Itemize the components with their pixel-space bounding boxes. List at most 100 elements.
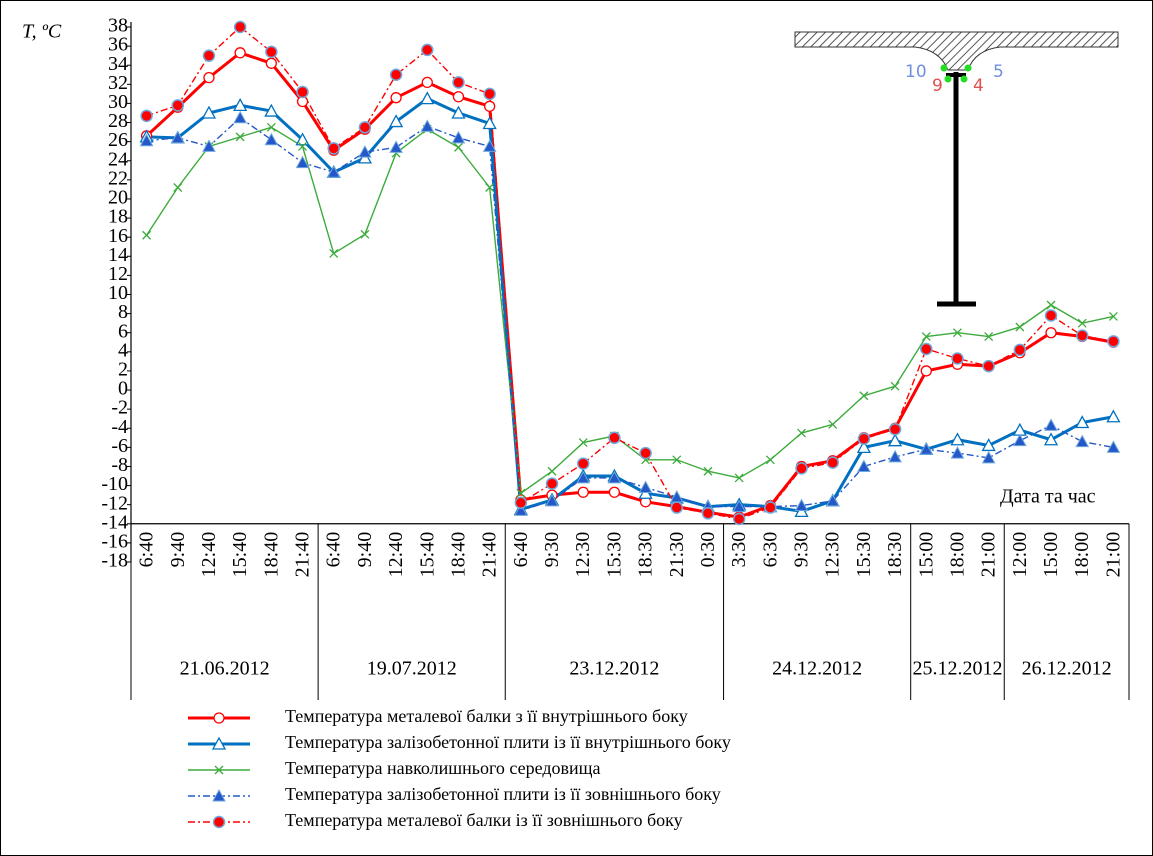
x-tick-label: 18:00 bbox=[1071, 532, 1093, 578]
marker bbox=[703, 466, 713, 476]
marker bbox=[608, 486, 621, 498]
x-tick-label: 15:30 bbox=[603, 532, 625, 578]
marker bbox=[202, 49, 216, 62]
marker bbox=[732, 499, 746, 513]
y-tick-label: 10 bbox=[108, 282, 128, 304]
marker bbox=[576, 470, 591, 484]
series-line bbox=[146, 126, 1114, 495]
marker bbox=[171, 99, 185, 112]
marker bbox=[388, 114, 404, 128]
marker bbox=[452, 91, 465, 103]
diagram-label: 10 bbox=[905, 62, 927, 82]
marker bbox=[421, 43, 434, 57]
marker bbox=[828, 419, 838, 429]
x-tick-label: 12:40 bbox=[385, 532, 407, 578]
marker bbox=[984, 332, 994, 341]
marker bbox=[202, 139, 216, 152]
marker bbox=[1077, 318, 1087, 328]
y-tick-label: 6 bbox=[118, 320, 128, 342]
marker bbox=[856, 439, 872, 454]
y-axis-label: T, ºC bbox=[22, 21, 62, 43]
marker bbox=[514, 496, 528, 510]
marker bbox=[1012, 433, 1027, 447]
marker bbox=[140, 109, 153, 123]
y-tick-label: 22 bbox=[108, 167, 128, 189]
marker bbox=[547, 466, 557, 476]
x-tick-label: 9:30 bbox=[791, 532, 813, 568]
marker bbox=[887, 433, 903, 447]
group-label: 26.12.2012 bbox=[1022, 658, 1112, 680]
marker bbox=[201, 105, 217, 119]
marker bbox=[452, 76, 465, 89]
marker bbox=[890, 381, 900, 391]
marker bbox=[389, 140, 403, 153]
marker bbox=[797, 428, 806, 438]
x-tick-label: 6:40 bbox=[510, 532, 532, 568]
marker bbox=[951, 352, 964, 365]
y-tick-label: 14 bbox=[108, 244, 128, 266]
marker bbox=[981, 438, 996, 452]
x-tick-label: 6:40 bbox=[136, 532, 158, 568]
marker bbox=[888, 449, 902, 463]
marker bbox=[672, 455, 682, 465]
y-tick-label: 36 bbox=[108, 34, 128, 56]
marker bbox=[213, 712, 225, 724]
beam-diagram bbox=[794, 31, 1119, 307]
marker bbox=[264, 103, 279, 117]
marker bbox=[214, 765, 224, 775]
x-tick-label: 15:00 bbox=[1040, 532, 1062, 578]
y-tick-label: 38 bbox=[108, 15, 128, 37]
marker bbox=[482, 139, 497, 152]
x-tick-label: 18:00 bbox=[946, 532, 968, 578]
marker bbox=[514, 503, 528, 516]
marker bbox=[233, 110, 247, 124]
y-tick-label: -4 bbox=[111, 416, 128, 438]
marker bbox=[670, 501, 684, 514]
marker bbox=[701, 507, 715, 520]
x-tick-label: 15:30 bbox=[853, 532, 875, 578]
x-tick-label: 9:30 bbox=[541, 532, 563, 568]
x-tick-label: 9:40 bbox=[354, 532, 376, 568]
legend-label: Температура металевої балки із її зовніш… bbox=[285, 810, 683, 830]
group-label: 21.06.2012 bbox=[180, 658, 270, 680]
marker bbox=[545, 477, 559, 490]
marker bbox=[1015, 322, 1025, 332]
marker bbox=[360, 229, 370, 239]
marker bbox=[266, 122, 276, 132]
x-tick-label: 18:40 bbox=[260, 532, 282, 578]
marker bbox=[1106, 440, 1121, 453]
x-tick-label: 12:40 bbox=[198, 532, 220, 578]
marker bbox=[982, 359, 995, 373]
y-tick-label: -8 bbox=[111, 454, 128, 476]
marker bbox=[638, 480, 653, 493]
x-axis-label: Дата та час bbox=[1000, 486, 1096, 508]
marker bbox=[920, 365, 932, 377]
marker bbox=[233, 97, 248, 111]
y-tick-label: 24 bbox=[108, 148, 128, 170]
marker bbox=[173, 183, 183, 192]
x-tick-label: 12:30 bbox=[822, 532, 844, 578]
y-tick-label: 18 bbox=[108, 206, 128, 228]
group-label: 24.12.2012 bbox=[772, 658, 862, 680]
legend-label: Температура навколишнього середовища bbox=[285, 758, 601, 778]
marker bbox=[607, 470, 622, 484]
marker bbox=[454, 142, 463, 152]
marker bbox=[921, 332, 931, 341]
marker bbox=[794, 498, 809, 512]
y-tick-label: 28 bbox=[108, 110, 128, 132]
marker bbox=[326, 165, 341, 178]
group-label: 25.12.2012 bbox=[912, 658, 1002, 680]
marker bbox=[420, 91, 435, 105]
marker bbox=[483, 87, 496, 101]
y-tick-label: -18 bbox=[101, 550, 128, 572]
marker bbox=[734, 473, 744, 483]
y-tick-label: 30 bbox=[108, 91, 128, 113]
marker bbox=[1075, 434, 1090, 448]
marker bbox=[825, 493, 840, 507]
marker bbox=[1044, 309, 1058, 322]
y-tick-label: 16 bbox=[108, 225, 128, 247]
marker bbox=[545, 493, 559, 507]
marker bbox=[389, 68, 403, 82]
marker bbox=[1045, 327, 1057, 339]
